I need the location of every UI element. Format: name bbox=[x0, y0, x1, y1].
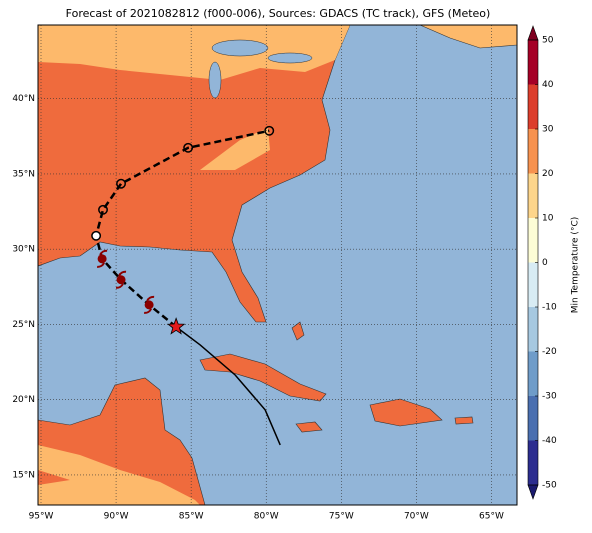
land-bahamas bbox=[291, 321, 305, 341]
y-tick-label: 25°N bbox=[12, 320, 35, 330]
land-jamaica bbox=[295, 421, 323, 433]
hurricane-symbol bbox=[97, 254, 107, 264]
colorbar-tick-label: -40 bbox=[542, 436, 557, 446]
map-frame bbox=[37, 24, 518, 506]
track-point bbox=[98, 204, 108, 215]
y-tick-label: 40°N bbox=[12, 94, 35, 104]
x-tick-label: 70°W bbox=[404, 512, 429, 522]
track-point bbox=[183, 142, 194, 153]
y-tick-label: 20°N bbox=[12, 395, 35, 405]
colorbar: -50 -40 -30 -20 -10 0 10 20 30 40 50 bbox=[527, 25, 557, 500]
colorbar-tick-label: -10 bbox=[542, 303, 557, 313]
colorbar-tick-label: 10 bbox=[542, 214, 554, 224]
y-tick-label: 35°N bbox=[12, 169, 35, 179]
x-tick-label: 95°W bbox=[29, 512, 54, 522]
grid bbox=[38, 25, 517, 505]
colorbar-segment bbox=[528, 40, 538, 85]
colorbar-segment bbox=[528, 218, 538, 263]
colorbar-tick-label: -20 bbox=[542, 347, 557, 357]
map-title: Forecast of 2021082812 (f000-006), Sourc… bbox=[66, 7, 491, 20]
colorbar-segment bbox=[528, 440, 538, 485]
land-cuba bbox=[199, 353, 327, 402]
colorbar-segment bbox=[528, 351, 538, 396]
colorbar-segment bbox=[528, 307, 538, 352]
colorbar-segment bbox=[528, 84, 538, 129]
past-track bbox=[175, 326, 281, 446]
track-point bbox=[264, 125, 275, 136]
colorbar-tick-label: 40 bbox=[542, 80, 554, 90]
x-tick-label: 75°W bbox=[329, 512, 354, 522]
track-point bbox=[116, 178, 126, 189]
lake bbox=[211, 39, 269, 57]
hurricane-symbol bbox=[144, 300, 154, 310]
land-north-east bbox=[419, 25, 517, 49]
land-cool-patch bbox=[200, 128, 270, 170]
x-tick-label: 65°W bbox=[479, 512, 504, 522]
tracks bbox=[91, 125, 281, 446]
colorbar-tick-label: 0 bbox=[542, 258, 548, 268]
current-position bbox=[166, 317, 186, 335]
colorbar-segment bbox=[528, 262, 538, 307]
land-puerto-rico bbox=[454, 416, 474, 425]
colorbar-segment bbox=[528, 396, 538, 441]
land-cool-band bbox=[38, 25, 350, 80]
lake bbox=[208, 61, 222, 99]
colorbar-under bbox=[527, 484, 539, 500]
land-hispaniola bbox=[369, 398, 443, 427]
basemap bbox=[38, 25, 517, 505]
colorbar-tick-label: -50 bbox=[542, 481, 557, 491]
colorbar-label: Min Temperature (°C) bbox=[571, 217, 581, 314]
x-tick-label: 80°W bbox=[254, 512, 279, 522]
x-tick-label: 90°W bbox=[104, 512, 129, 522]
colorbar-segment bbox=[528, 129, 538, 174]
colorbar-tick-label: 50 bbox=[542, 36, 554, 46]
lake bbox=[267, 52, 313, 64]
y-tick-label: 15°N bbox=[12, 470, 35, 480]
hurricane-symbol bbox=[116, 275, 126, 285]
y-tick-label: 30°N bbox=[12, 245, 35, 255]
track-point bbox=[91, 230, 102, 241]
colorbar-over bbox=[527, 25, 539, 41]
colorbar-tick-label: 30 bbox=[542, 125, 554, 135]
colorbar-tick-label: 20 bbox=[542, 169, 554, 179]
colorbar-tick-label: -30 bbox=[542, 392, 557, 402]
colorbar-segment bbox=[528, 173, 538, 218]
x-tick-label: 85°W bbox=[179, 512, 204, 522]
